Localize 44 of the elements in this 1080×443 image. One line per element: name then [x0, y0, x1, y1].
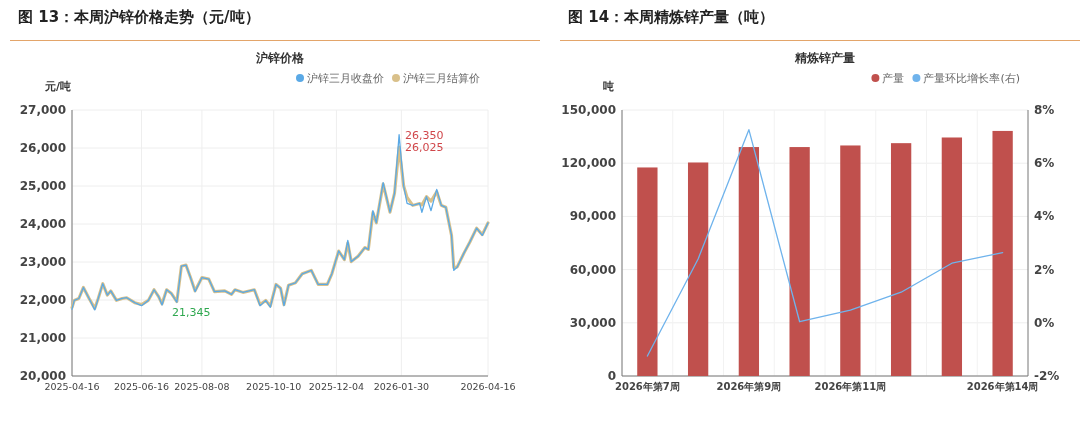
y-tick-label: 21,000 — [19, 331, 66, 345]
chart-subtitle: 沪锌价格 — [255, 51, 305, 65]
x-tick-label: 2025-08-08 — [174, 381, 230, 392]
y-axis-title: 吨 — [602, 80, 614, 93]
x-tick-label: 2026年第14周 — [966, 381, 1039, 392]
legend-label: 产量 — [882, 72, 905, 85]
x-tick-label: 2025-06-16 — [113, 381, 170, 392]
y2-tick-label: 6% — [1034, 156, 1055, 171]
y-tick-label: 25,000 — [19, 179, 66, 193]
legend-label: 沪锌三月收盘价 — [307, 72, 384, 85]
x-tick-label: 2025-10-10 — [246, 381, 302, 392]
annotation: 26,350 — [405, 128, 444, 142]
legend-label: 产量环比增长率(右) — [923, 72, 1020, 85]
x-tick-label: 2025-04-16 — [44, 381, 100, 392]
y-tick-label: 24,000 — [19, 217, 66, 231]
x-tick-label: 2026年第9周 — [716, 381, 782, 392]
legend-label: 沪锌三月结算价 — [403, 72, 480, 85]
annotation: 21,345 — [172, 306, 211, 319]
annotation: 26,025 — [405, 141, 444, 155]
y-tick-label: 26,000 — [19, 141, 66, 155]
y-axis-title: 元/吨 — [43, 80, 72, 93]
y-tick-label: 27,000 — [19, 103, 66, 117]
chart-title: 图 14：本周精炼锌产量（吨） — [568, 8, 775, 27]
y-tick-label: 22,000 — [19, 293, 66, 307]
x-tick-label: 2026-01-30 — [373, 381, 429, 392]
chart-title: 图 13：本周沪锌价格走势（元/吨） — [18, 8, 260, 27]
y-tick-label: 90,000 — [569, 209, 616, 224]
y-tick-label: 20,000 — [19, 369, 66, 383]
x-tick-label: 2026年第7周 — [614, 381, 680, 392]
x-tick-label: 2026-04-16 — [460, 381, 516, 392]
chart-subtitle: 精炼锌产量 — [794, 51, 855, 65]
y-tick-label: 60,000 — [569, 262, 616, 277]
y2-tick-label: 2% — [1034, 262, 1055, 277]
y-tick-label: 150,000 — [561, 103, 616, 117]
x-tick-label: 2026年第11周 — [814, 381, 887, 392]
y2-tick-label: -2% — [1034, 369, 1060, 383]
y-tick-label: 120,000 — [561, 156, 616, 171]
y2-tick-label: 4% — [1034, 209, 1055, 224]
y2-tick-label: 0% — [1034, 315, 1055, 330]
y2-tick-label: 8% — [1034, 103, 1055, 117]
y-tick-label: 0 — [607, 369, 616, 383]
y-tick-label: 23,000 — [19, 255, 66, 269]
x-tick-label: 2025-12-04 — [308, 381, 365, 392]
y-tick-label: 30,000 — [569, 315, 616, 330]
